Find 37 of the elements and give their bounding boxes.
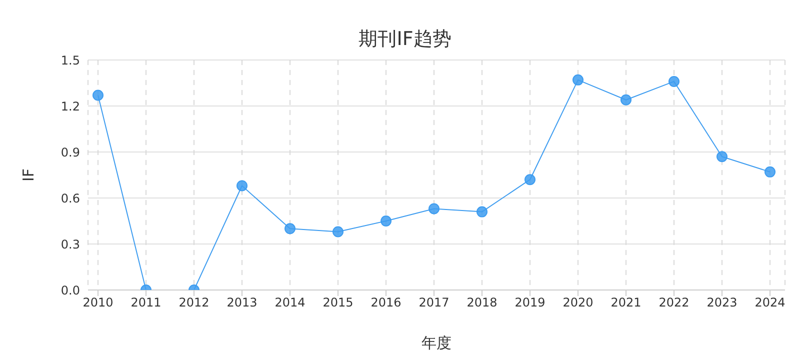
- x-axis-title: 年度: [422, 334, 452, 352]
- x-tick-label: 2021: [610, 296, 642, 310]
- point: [764, 166, 776, 178]
- x-tick-label: 2020: [562, 296, 594, 310]
- point: [572, 74, 584, 86]
- x-tick-label: 2013: [226, 296, 258, 310]
- x-tick-label: 2015: [322, 296, 354, 310]
- point: [716, 151, 728, 162]
- x-tick-label: 2022: [658, 296, 690, 310]
- x-tick-label: 2014: [274, 296, 306, 310]
- y-tick-label: 0.6: [60, 191, 80, 206]
- x-tick-label: 2012: [178, 296, 210, 310]
- y-axis-title: IF: [19, 168, 38, 182]
- y-tick-label: 0.9: [60, 145, 80, 160]
- y-tick-label: 1.2: [60, 99, 80, 114]
- y-tick-label: 1.5: [60, 53, 80, 68]
- point: [92, 90, 104, 101]
- point: [428, 203, 440, 214]
- y-tick-label: 0.3: [60, 237, 80, 252]
- x-tick-label: 2016: [370, 296, 402, 310]
- point: [380, 216, 392, 226]
- point: [668, 76, 680, 87]
- x-tick-label: 2023: [706, 296, 738, 310]
- y-tick-label: 0.0: [60, 283, 80, 298]
- point: [236, 180, 248, 192]
- point: [332, 226, 344, 238]
- x-tick-label: 2010: [82, 296, 114, 310]
- chart-title: 期刊IF趋势: [358, 27, 452, 52]
- point: [524, 174, 536, 186]
- x-tick-label: 2017: [418, 296, 450, 310]
- point: [284, 223, 296, 234]
- x-tick-label: 2024: [754, 296, 786, 310]
- point: [620, 94, 632, 106]
- x-tick-label: 2011: [130, 296, 162, 310]
- x-tick-label: 2019: [514, 296, 546, 310]
- point: [476, 206, 488, 218]
- x-tick-label: 2018: [466, 296, 498, 310]
